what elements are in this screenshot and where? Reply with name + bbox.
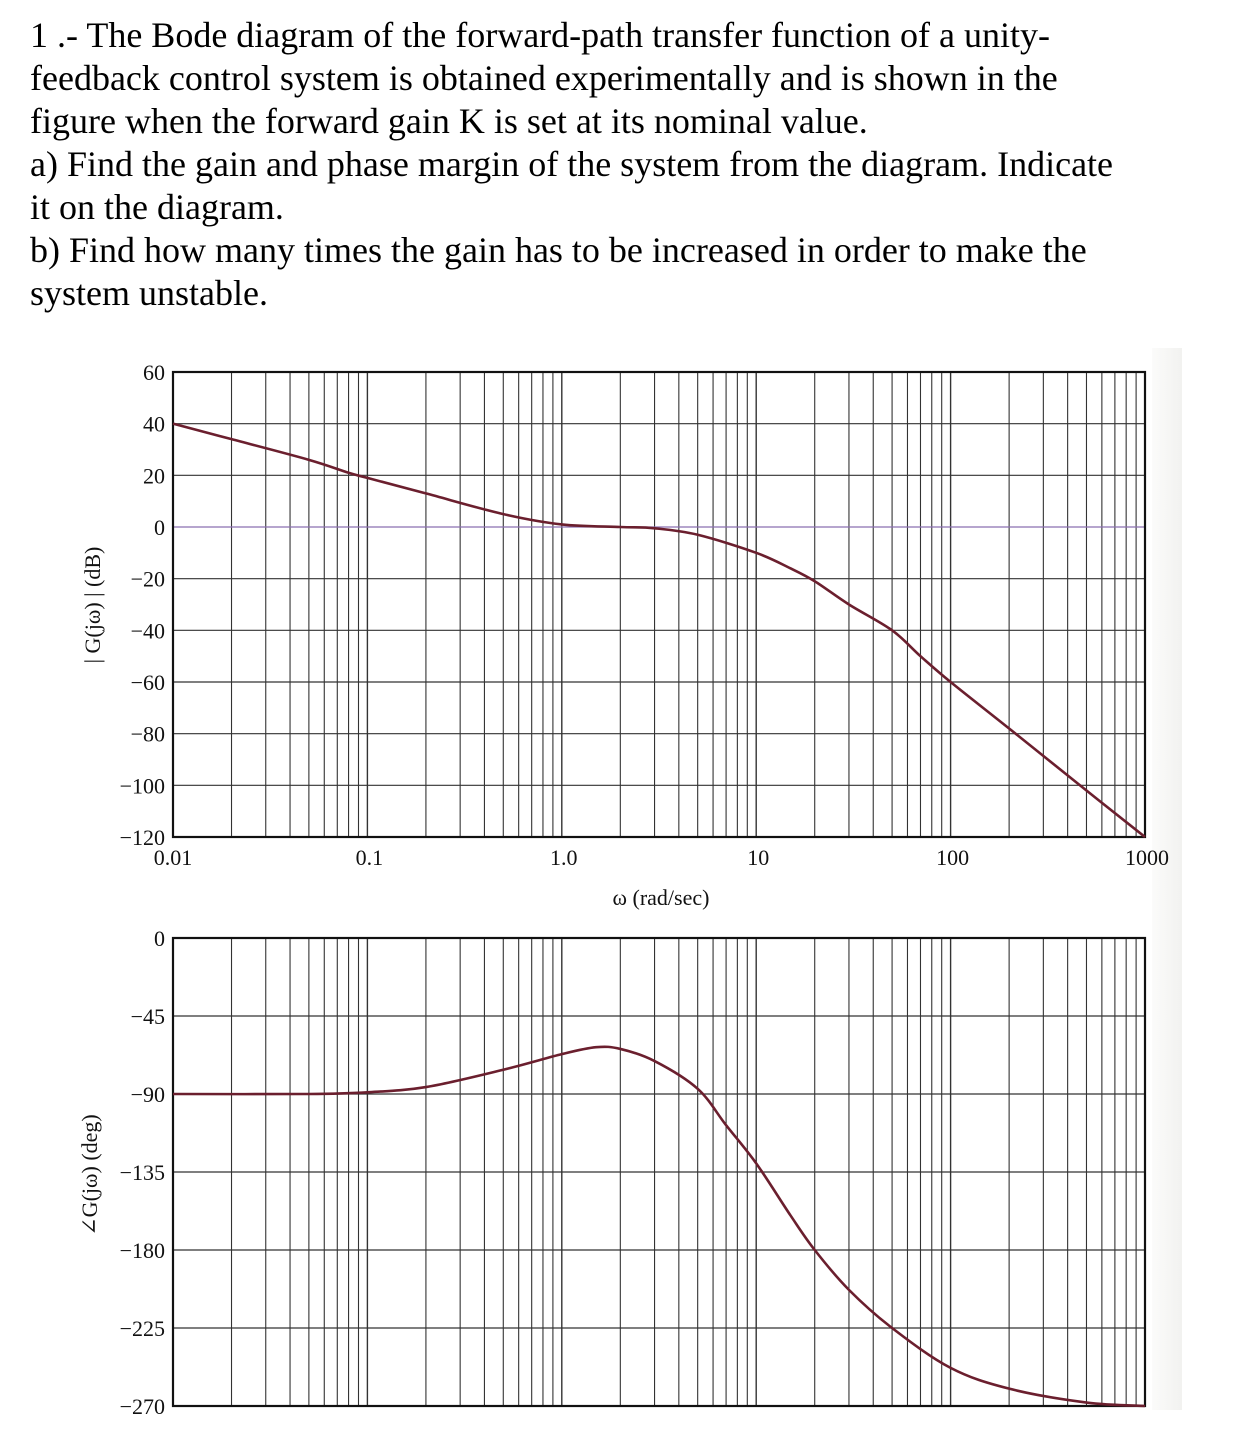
y-tick-label: −20 [131,567,165,592]
phase-y-axis-title: ∠G(jω) (deg) [77,1114,102,1235]
magnitude-y-axis-title: | G(jω) | (dB) [80,547,105,664]
question-line: 1 .- The Bode diagram of the forward-pat… [30,15,1050,55]
x-tick-label: 1000 [1125,845,1169,870]
plot-border [171,936,1147,1408]
question-line: it on the diagram. [30,187,284,227]
x-tick-label: 0.01 [154,845,193,870]
x-tick-label: 100 [936,845,969,870]
y-tick-label: −40 [131,618,165,643]
y-tick-label: −60 [131,670,165,695]
response-curve [172,1045,1146,1408]
y-tick-label: −270 [120,1394,165,1419]
y-tick-label: −90 [131,1082,165,1107]
plot-border [171,370,1147,839]
question-line: figure when the forward gain K is set at… [30,101,868,141]
y-tick-label: −180 [120,1238,165,1263]
scan-shadow [1152,348,1182,1410]
phase-plot: 0 −45 −90 −135 −180 −225 −270 [120,926,1147,1419]
x-tick-label: 1.0 [550,845,578,870]
y-tick-label: 60 [143,360,165,385]
x-tick-label: 10 [747,845,769,870]
y-tick-label: 0 [154,515,165,540]
response-curve [172,422,1146,839]
x-axis-title: ω (rad/sec) [613,885,710,910]
question-part-a: a) Find the gain and phase margin of the… [30,144,1114,184]
y-tick-label: −100 [120,773,165,798]
y-tick-label: 0 [154,926,165,951]
y-tick-label: −80 [131,722,165,747]
y-tick-label: 40 [143,412,165,437]
question-part-b: b) Find how many times the gain has to b… [30,230,1087,270]
x-tick-label: 0.1 [356,845,384,870]
problem-statement: 1 .- The Bode diagram of the forward-pat… [30,14,1220,315]
question-line: feedback control system is obtained expe… [30,58,1058,98]
y-tick-label: −225 [120,1316,165,1341]
y-tick-label: −45 [131,1004,165,1029]
y-tick-label: 20 [143,463,165,488]
y-tick-label: −120 [120,825,165,850]
question-line: system unstable. [30,273,268,313]
y-tick-label: −135 [120,1160,165,1185]
